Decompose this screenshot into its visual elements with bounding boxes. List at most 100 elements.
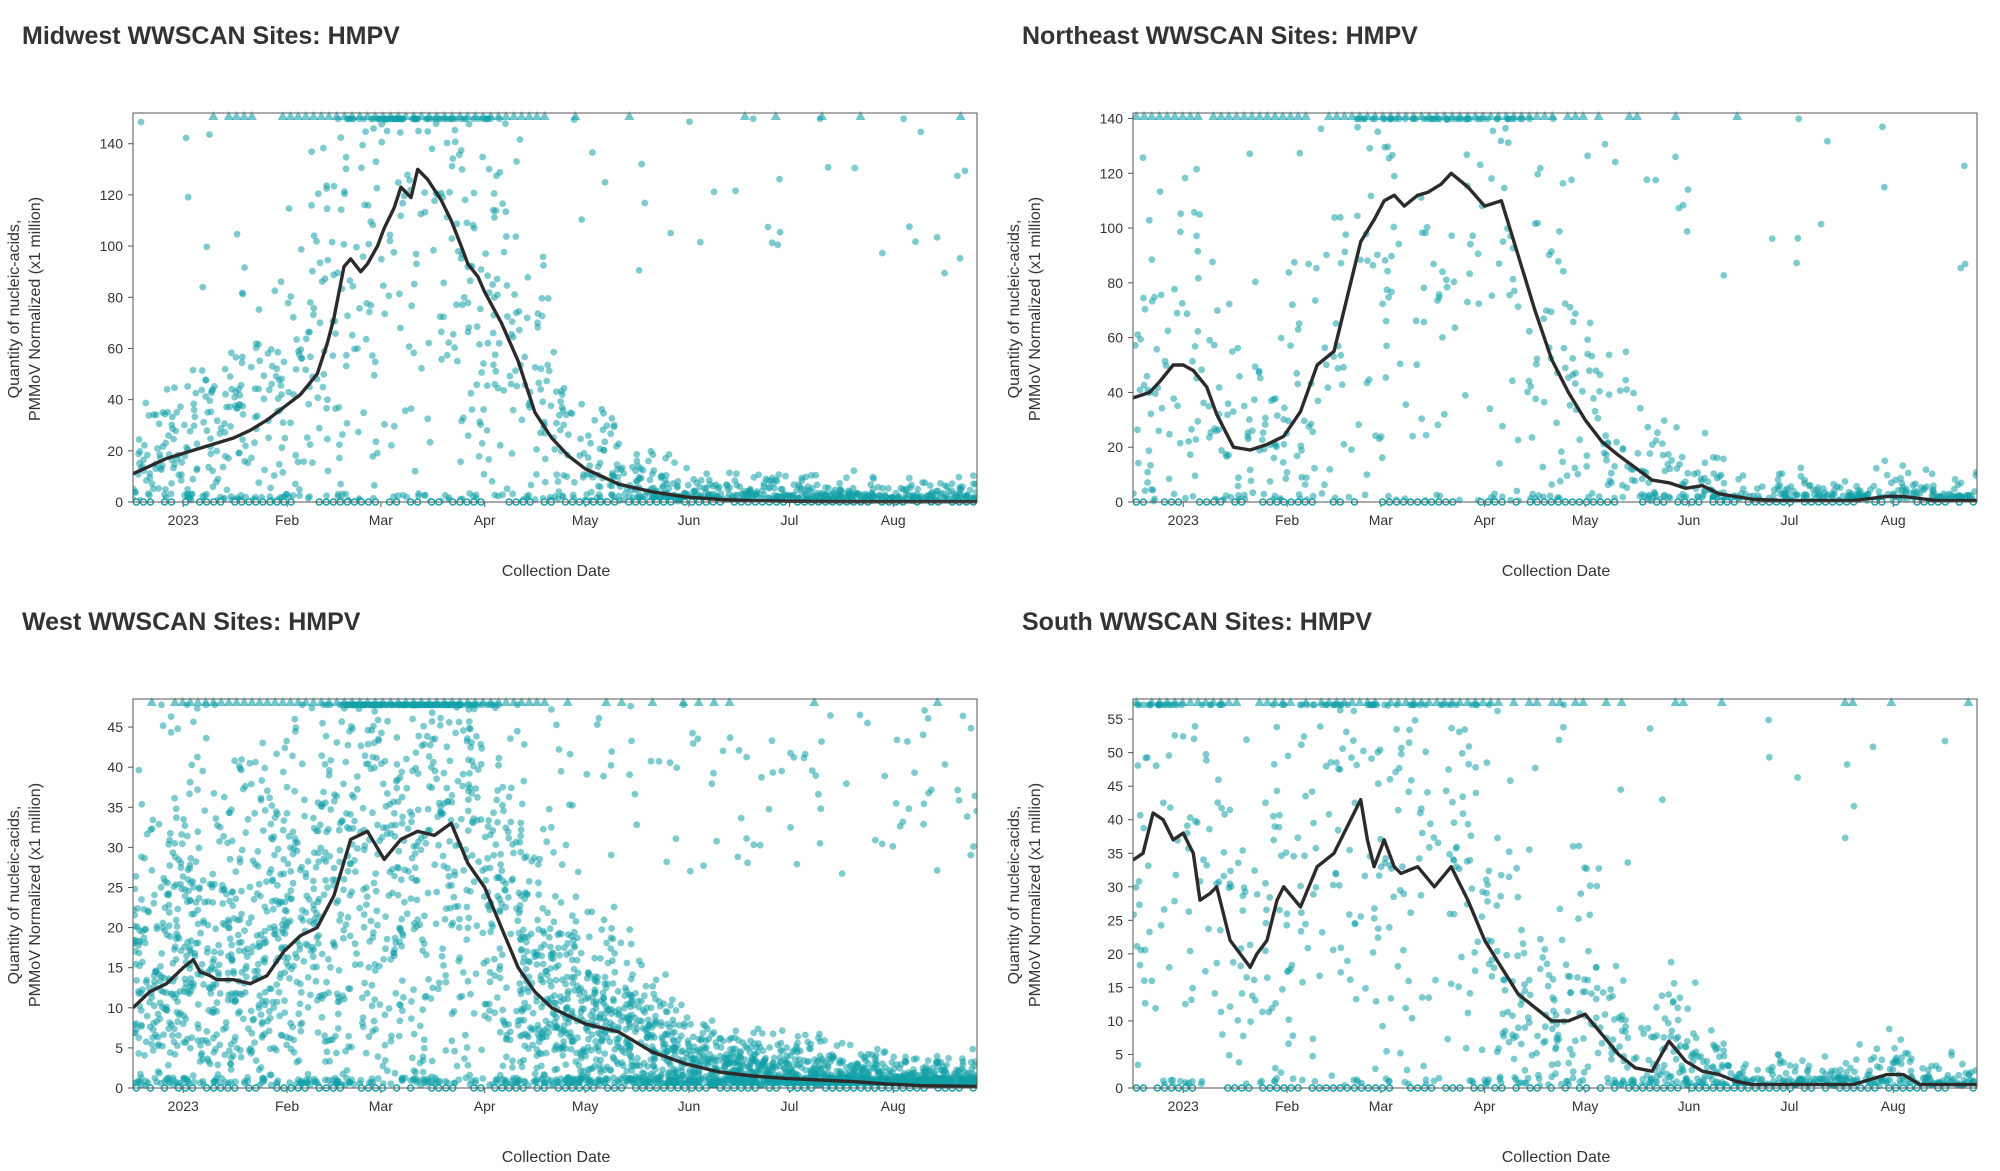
data-point bbox=[828, 490, 835, 498]
data-point bbox=[1260, 490, 1268, 498]
data-point bbox=[1548, 248, 1555, 255]
data-point bbox=[1258, 436, 1266, 444]
data-point bbox=[173, 408, 181, 416]
data-point bbox=[268, 802, 276, 809]
data-point bbox=[1836, 484, 1844, 491]
data-point bbox=[508, 318, 516, 325]
data-point bbox=[419, 1068, 427, 1076]
data-point bbox=[732, 187, 739, 195]
data-point bbox=[463, 936, 471, 943]
data-point bbox=[602, 1017, 610, 1025]
data-point bbox=[296, 492, 303, 499]
data-point bbox=[300, 957, 308, 965]
data-point bbox=[390, 493, 397, 501]
data-point bbox=[314, 394, 322, 402]
off-scale-marker bbox=[439, 111, 450, 120]
data-point bbox=[135, 766, 143, 774]
data-point bbox=[171, 794, 179, 802]
data-point bbox=[1149, 486, 1157, 494]
data-point bbox=[1476, 161, 1484, 169]
data-point bbox=[1314, 397, 1322, 405]
data-point bbox=[215, 961, 223, 969]
data-point bbox=[432, 920, 440, 928]
data-point bbox=[1781, 486, 1789, 494]
data-point bbox=[966, 486, 974, 494]
off-scale-marker bbox=[1192, 111, 1203, 120]
data-point bbox=[189, 1072, 197, 1079]
data-point bbox=[278, 898, 285, 906]
data-point bbox=[1548, 481, 1556, 488]
data-point bbox=[863, 492, 871, 500]
data-point bbox=[215, 971, 223, 979]
data-point bbox=[361, 979, 368, 987]
data-point bbox=[374, 921, 381, 929]
data-point bbox=[396, 290, 403, 298]
data-point bbox=[607, 851, 615, 859]
data-point bbox=[1509, 275, 1517, 283]
data-point bbox=[531, 364, 539, 371]
data-point bbox=[171, 384, 178, 392]
data-point bbox=[173, 923, 181, 930]
data-point bbox=[194, 920, 202, 928]
data-point bbox=[372, 158, 380, 166]
data-point bbox=[370, 722, 377, 730]
data-point bbox=[194, 753, 201, 761]
data-point bbox=[928, 488, 936, 496]
off-scale-marker bbox=[231, 111, 242, 120]
data-point bbox=[209, 483, 217, 491]
off-scale-marker bbox=[246, 111, 257, 120]
off-scale-marker bbox=[1293, 111, 1304, 120]
data-point bbox=[353, 243, 360, 251]
data-point bbox=[170, 435, 178, 443]
data-point bbox=[460, 866, 468, 874]
data-point bbox=[1875, 488, 1883, 495]
data-point bbox=[200, 981, 208, 988]
off-scale-marker bbox=[1632, 111, 1643, 120]
data-point bbox=[680, 1020, 688, 1027]
data-point bbox=[621, 490, 629, 498]
data-point bbox=[795, 481, 803, 489]
data-point bbox=[425, 976, 432, 983]
data-point bbox=[1381, 143, 1389, 151]
data-point bbox=[732, 1027, 740, 1035]
data-point bbox=[552, 892, 559, 900]
off-scale-marker bbox=[516, 111, 527, 120]
data-point bbox=[369, 934, 377, 941]
data-point bbox=[502, 120, 509, 128]
data-point bbox=[466, 1071, 474, 1079]
off-scale-marker bbox=[285, 111, 296, 120]
data-point bbox=[181, 491, 188, 499]
data-point bbox=[568, 956, 576, 964]
data-point bbox=[1337, 259, 1345, 267]
data-point bbox=[1224, 411, 1231, 419]
data-point bbox=[415, 127, 422, 135]
data-point bbox=[1474, 250, 1482, 258]
data-point bbox=[166, 933, 174, 940]
data-point bbox=[186, 427, 194, 435]
data-point bbox=[281, 434, 289, 442]
data-point bbox=[283, 783, 291, 791]
off-scale-marker bbox=[1370, 111, 1381, 120]
data-point bbox=[563, 951, 570, 958]
data-point bbox=[179, 873, 187, 880]
data-point bbox=[1191, 472, 1199, 480]
data-point bbox=[346, 932, 354, 940]
data-point bbox=[1673, 424, 1680, 431]
data-point bbox=[323, 185, 330, 192]
data-point bbox=[959, 1058, 967, 1066]
data-point bbox=[174, 905, 182, 913]
data-point bbox=[191, 413, 199, 421]
data-point bbox=[1630, 389, 1637, 397]
data-point bbox=[1228, 348, 1236, 355]
data-point bbox=[216, 823, 224, 831]
data-point bbox=[293, 336, 300, 343]
data-point bbox=[166, 829, 174, 837]
data-point bbox=[1378, 454, 1386, 462]
data-point bbox=[287, 844, 294, 851]
data-point bbox=[513, 158, 520, 165]
data-point bbox=[451, 138, 459, 146]
data-point bbox=[634, 997, 642, 1005]
data-point bbox=[267, 484, 274, 492]
data-point bbox=[1855, 490, 1863, 498]
data-point bbox=[373, 907, 381, 915]
